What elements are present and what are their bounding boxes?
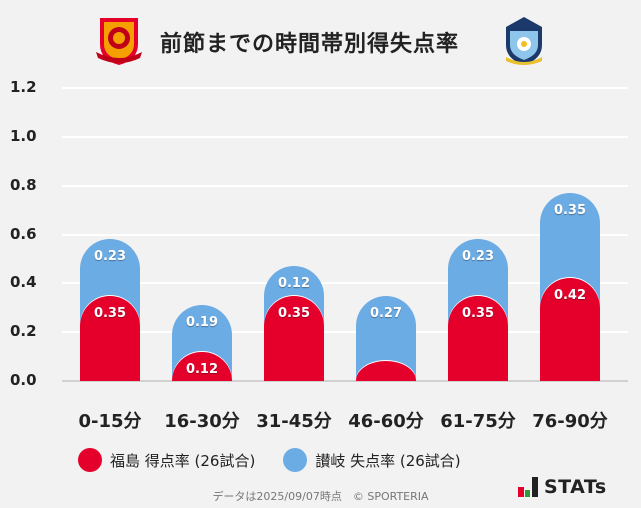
x-tick-label: 61-75分	[440, 411, 516, 432]
y-tick-label: 1.2	[10, 78, 37, 96]
y-tick-label: 0.2	[10, 322, 37, 341]
stats-brand: STATs	[544, 476, 607, 498]
stats-bars-icon	[518, 477, 538, 497]
x-tick-label: 46-60分	[348, 411, 424, 432]
legend-label: 讃岐 失点率 (26試合)	[315, 451, 461, 470]
bar-fukushima	[540, 278, 600, 381]
stats-logo: STATs	[518, 477, 607, 497]
gridline	[62, 233, 628, 236]
legend: 福島 得点率 (26試合) 讃岐 失点率 (26試合)	[78, 448, 489, 472]
data-label-fukushima: 0.35	[277, 305, 311, 321]
y-tick-label: 0.6	[10, 224, 37, 243]
blue-dot-icon	[283, 448, 308, 472]
data-label-sanuki: 0.19	[185, 315, 219, 331]
data-label-fukushima: 0.12	[185, 361, 219, 377]
y-tick-label: 0.0	[10, 371, 37, 389]
chart-header: 前節までの時間帯別得失点率	[0, 12, 641, 68]
sanuki-crest-icon	[506, 17, 542, 65]
x-tick-label: 31-45分	[256, 411, 332, 432]
chart-title: 前節までの時間帯別得失点率	[160, 32, 460, 57]
data-label-sanuki: 0.27	[369, 305, 403, 321]
gridline	[62, 87, 628, 89]
x-tick-label: 0-15分	[78, 411, 142, 432]
data-label-sanuki: 0.12	[277, 276, 311, 292]
footer-note: データは2025/09/07時点 © SPORTERIA	[212, 490, 429, 503]
bar-fukushima	[264, 295, 324, 381]
data-label-fukushima: 0.42	[553, 288, 587, 304]
gridline	[62, 184, 628, 187]
y-tick-label: 0.8	[10, 175, 37, 194]
legend-item-sanuki: 讃岐 失点率 (26試合)	[283, 448, 461, 472]
gridline	[62, 282, 628, 285]
x-tick-label: 16-30分	[164, 411, 240, 432]
gridline	[62, 135, 628, 138]
y-tick-label: 0.4	[10, 273, 37, 292]
bar-fukushima	[356, 361, 416, 381]
bar-fukushima	[448, 295, 508, 381]
data-label-sanuki: 0.23	[461, 249, 495, 265]
x-tick-label: 76-90分	[532, 411, 608, 432]
data-label-fukushima: 0.35	[93, 305, 127, 321]
legend-label: 福島 得点率 (26試合)	[110, 451, 256, 470]
data-label-fukushima: 0.35	[461, 305, 495, 321]
legend-item-fukushima: 福島 得点率 (26試合)	[78, 448, 255, 472]
y-tick-label: 1.0	[10, 126, 37, 145]
gridline	[62, 331, 628, 334]
data-label-sanuki: 0.35	[553, 202, 587, 218]
x-axis-line	[62, 380, 628, 382]
red-dot-icon	[78, 448, 102, 472]
fukushima-crest-icon	[96, 18, 142, 65]
data-label-sanuki: 0.23	[93, 249, 127, 265]
bar-fukushima	[80, 295, 140, 381]
